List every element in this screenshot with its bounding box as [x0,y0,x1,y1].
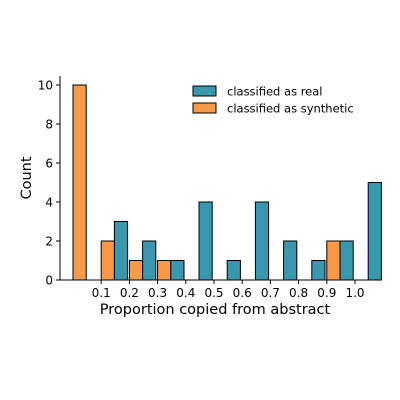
x-tick-label: 1.0 [345,286,364,300]
x-tick-label: 0.5 [204,286,223,300]
y-axis-title: Count [19,156,35,199]
bar-real-2 [142,240,157,281]
x-tick-label: 0.2 [120,286,139,300]
x-tick-label: 0.3 [148,286,167,300]
bar-synthetic-9 [326,240,341,281]
x-tick-label: 0.4 [176,286,195,300]
y-tick-label: 8 [45,118,53,132]
bar-real-7 [283,240,298,281]
legend-label-0: classified as real [227,85,323,99]
legend-swatch-1 [192,102,217,114]
y-ticks: 0 2 4 6 8 10 [38,79,60,288]
bar-real-8 [311,260,326,281]
y-tick-label: 10 [38,79,53,93]
bar-synthetic-0 [72,84,87,281]
bar-real-5 [226,260,241,281]
bar-real-3 [170,260,185,281]
legend-label-1: classified as synthetic [227,102,354,116]
bar-synthetic-1 [100,240,115,281]
bar-real-1 [113,221,129,281]
bar-real-9 [339,240,354,281]
legend: classified as real classified as syntheti… [192,85,354,116]
x-tick-label: 0.7 [261,286,280,300]
bar-real-10 [367,182,382,281]
x-tick-label: 0.9 [317,286,336,300]
y-tick-label: 0 [45,274,53,288]
y-tick-label: 2 [45,235,53,249]
y-tick-label: 4 [45,196,53,210]
bar-synthetic-2 [128,260,144,281]
x-tick-label: 0.6 [233,286,252,300]
x-axis-title: Proportion copied from abstract [100,302,331,318]
x-tick-label: 0.8 [289,286,308,300]
axes-layer [59,76,370,281]
bar-synthetic-3 [157,260,172,281]
y-tick-label: 6 [45,157,53,171]
bar-real-4 [198,201,213,281]
x-ticks: 0.1 0.2 0.3 0.4 0.5 0.6 0.7 0.8 0.9 1.0 [92,280,365,300]
bar-real-6 [254,201,270,281]
legend-swatch-0 [192,85,217,97]
x-tick-label: 0.1 [92,286,111,300]
